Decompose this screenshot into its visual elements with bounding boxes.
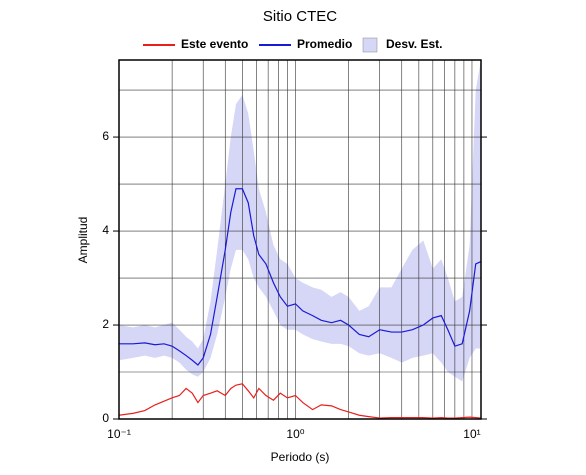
plot-frame: [118, 59, 482, 420]
legend-swatch: [362, 37, 378, 53]
y-tick-label: 2: [102, 317, 109, 331]
y-tick-label: 0: [102, 411, 109, 425]
x-tick-label: 10¹: [463, 427, 480, 441]
y-axis-label: Amplitud: [76, 217, 90, 264]
legend-label: Desv. Est.: [386, 37, 442, 51]
series-line: [118, 383, 482, 419]
x-tick-label: 10⁻¹: [107, 427, 131, 441]
chart-title: Sitio CTEC: [263, 8, 337, 25]
std-band: [119, 60, 481, 382]
legend-label: Este evento: [181, 37, 248, 51]
x-axis-label: Periodo (s): [271, 450, 330, 464]
x-tick-label: 10⁰: [286, 427, 304, 441]
legend-label: Promedio: [297, 37, 352, 51]
y-tick-label: 4: [102, 223, 109, 237]
series-line: [119, 188, 482, 366]
y-tick-label: 6: [102, 129, 109, 143]
